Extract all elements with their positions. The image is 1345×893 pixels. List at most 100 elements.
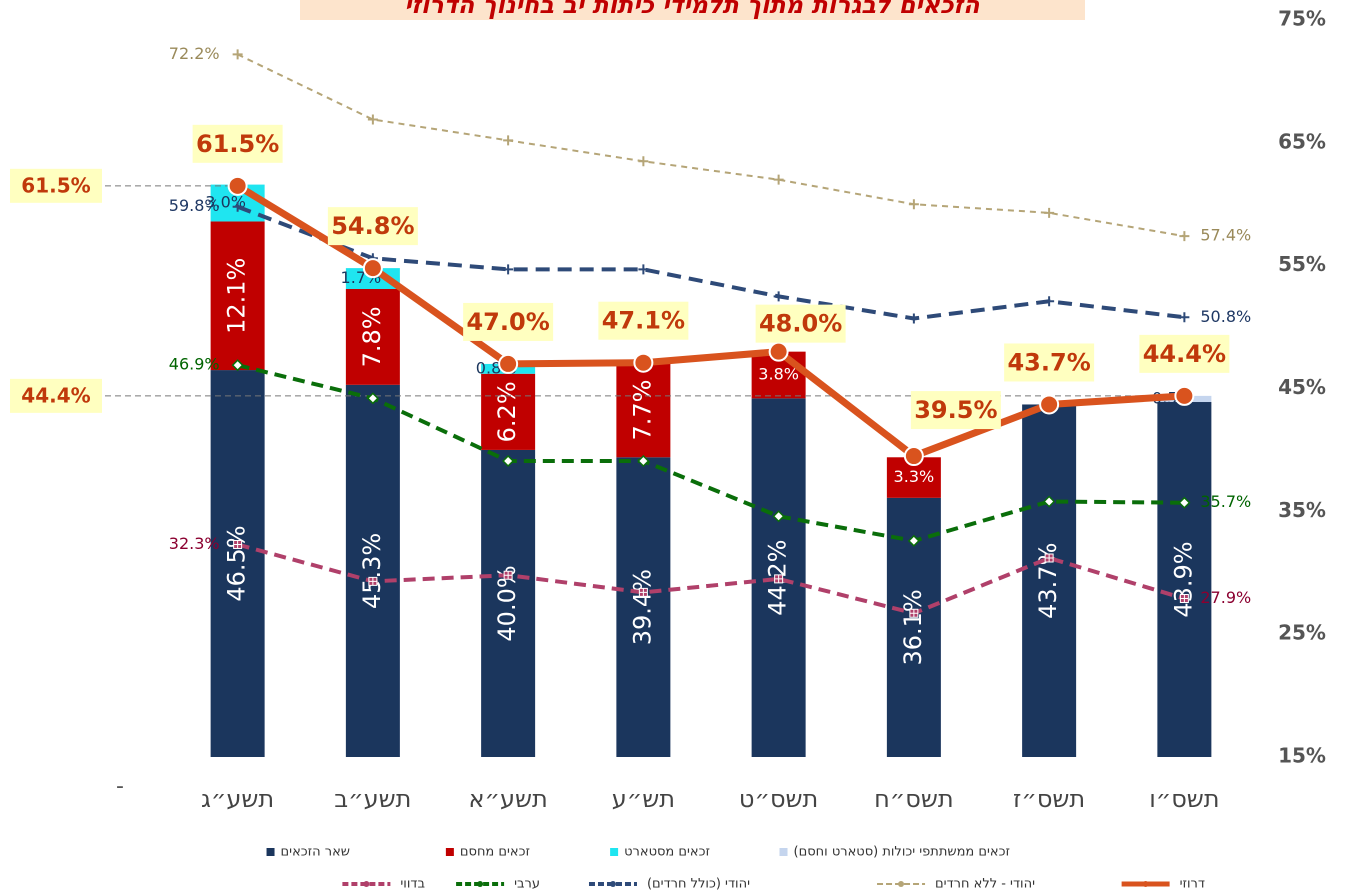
line-marker <box>908 199 919 210</box>
bar-segment <box>481 449 536 757</box>
line-label: 48.0% <box>759 310 842 338</box>
bar-label: 36.1% <box>899 589 927 665</box>
reference-label-box <box>10 168 102 203</box>
line-label: 32.3% <box>169 534 220 553</box>
line-label-box <box>1139 334 1230 373</box>
bar-segment <box>1157 402 1212 757</box>
legend-label: זכאים מסטארט <box>624 845 710 860</box>
line-marker <box>1174 385 1195 406</box>
legend-label: זכאים ממשתתפי יכולות (סטארט וחסם) <box>794 845 1010 860</box>
left-tick: - <box>116 774 124 799</box>
bar-label: 46.5% <box>223 525 251 601</box>
bar-label: 39.4% <box>628 569 656 645</box>
line-label: 57.4% <box>1200 226 1251 245</box>
line-series <box>237 363 1185 543</box>
bar-segment <box>1022 404 1077 757</box>
line-label: 44.4% <box>1143 340 1226 368</box>
line-marker <box>503 135 514 146</box>
line-label-box <box>192 124 283 163</box>
line-marker <box>232 201 243 212</box>
line-label: 43.7% <box>1007 348 1090 376</box>
line-marker <box>638 587 648 597</box>
line-marker <box>638 156 649 167</box>
line-marker <box>1043 495 1056 508</box>
x-tick-label: תשע״ב <box>334 785 411 813</box>
line-marker <box>1039 394 1060 415</box>
legend-swatch-marker <box>477 881 484 887</box>
legend-label: בדווי <box>400 877 425 892</box>
legend-swatch-marker <box>898 881 905 887</box>
legend-swatch <box>779 848 788 856</box>
line-label-box <box>598 301 689 340</box>
line-label: 59.8% <box>169 196 220 215</box>
bar-segment <box>481 373 536 450</box>
y-tick-label: 15% <box>1278 744 1326 768</box>
line-marker <box>232 49 243 60</box>
x-tick-label: תשס״ז <box>1013 785 1085 813</box>
x-tick-label: תשס״ח <box>874 785 954 813</box>
line-marker <box>231 359 244 372</box>
line-marker <box>768 341 789 362</box>
line-marker <box>637 454 650 468</box>
line-marker <box>1044 553 1054 563</box>
bar-label: 6.2% <box>493 381 521 442</box>
bar-segment <box>345 384 400 757</box>
bar-label: 45.3% <box>358 533 386 609</box>
line-label: 50.8% <box>1200 307 1251 326</box>
line-marker <box>233 539 243 549</box>
legend-label: שאר הזכאים <box>281 845 350 860</box>
line-marker <box>368 576 378 586</box>
line-marker <box>366 392 379 405</box>
legend-swatch-marker <box>609 881 616 887</box>
line-label: 35.7% <box>1200 492 1251 511</box>
bar-label: 12.1% <box>223 258 251 334</box>
line-marker <box>907 534 920 547</box>
line-label: 27.9% <box>1200 588 1251 607</box>
line-label: 47.1% <box>602 307 685 335</box>
legend-label: ערבי <box>514 877 540 892</box>
legend-swatch-marker <box>363 881 370 887</box>
line-marker <box>909 608 919 618</box>
reference-label: 61.5% <box>21 173 90 197</box>
bar-segment <box>616 362 671 458</box>
line-marker <box>1179 312 1190 323</box>
legend-label: זכאים מחסם <box>460 845 530 860</box>
line-marker <box>498 353 519 374</box>
line-marker <box>774 574 784 584</box>
line-marker <box>903 446 924 467</box>
line-marker <box>362 258 383 279</box>
line-series <box>236 204 1185 321</box>
reference-label: 44.4% <box>21 383 90 407</box>
line-label-box <box>1004 343 1095 382</box>
line-marker <box>908 313 919 324</box>
y-tick-label: 65% <box>1278 129 1326 153</box>
line-marker <box>227 175 248 196</box>
line-marker <box>1178 496 1191 509</box>
legend-swatch-marker <box>1142 881 1149 887</box>
bar-segment <box>210 370 265 757</box>
legend-swatch <box>266 848 275 856</box>
line-marker <box>1179 231 1190 242</box>
line-label-box <box>463 302 554 341</box>
line-marker <box>503 570 513 580</box>
bar-label: 7.8% <box>358 306 386 367</box>
y-tick-label: 45% <box>1278 375 1326 399</box>
line-label: 39.5% <box>914 396 997 424</box>
bar-segment <box>345 268 400 290</box>
line-marker <box>773 174 784 185</box>
reference-label-box <box>10 378 102 413</box>
line-label: 47.0% <box>466 308 549 336</box>
line-marker <box>502 454 515 468</box>
line-marker <box>1044 207 1055 218</box>
line-label-box <box>910 391 1001 430</box>
line-marker <box>773 291 784 302</box>
line-marker <box>633 352 654 373</box>
line-series <box>235 182 1185 460</box>
line-label: 61.5% <box>196 130 279 158</box>
y-tick-label: 55% <box>1278 252 1326 276</box>
bar-segment <box>210 221 265 371</box>
y-tick-label: 35% <box>1278 498 1326 522</box>
bar-label: 3.3% <box>894 467 935 486</box>
